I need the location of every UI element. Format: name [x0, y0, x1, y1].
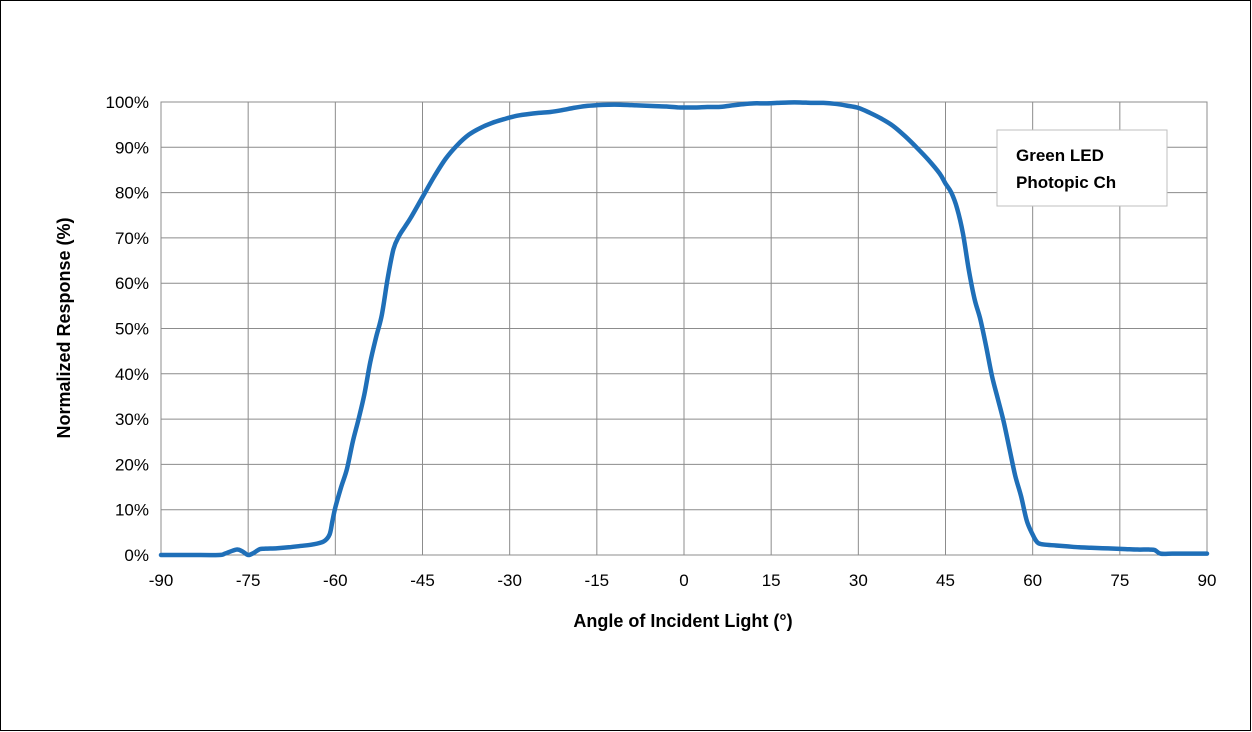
y-tick-label: 20%: [115, 455, 149, 474]
tick-labels: 0% 10% 20% 30% 40% 50% 60% 70% 80% 90% 100% -90 -75 -…: [106, 93, 1217, 590]
y-tick-label: 30%: [115, 410, 149, 429]
axes: [160, 101, 1208, 556]
y-tick-label: 90%: [115, 138, 149, 157]
x-tick-label: 30: [849, 571, 868, 590]
y-tick-label: 50%: [115, 320, 149, 339]
x-tick-label: -90: [149, 571, 174, 590]
x-axis-title: Angle of Incident Light (°): [573, 611, 792, 631]
x-tick-label: 45: [936, 571, 955, 590]
x-tick-label: -45: [410, 571, 435, 590]
series-layer: [158, 100, 1210, 558]
x-tick-label: -60: [323, 571, 348, 590]
legend-line-1: Green LED: [1016, 146, 1104, 165]
x-tick-label: 15: [762, 571, 781, 590]
y-tick-label: 80%: [115, 184, 149, 203]
legend-line-2: Photopic Ch: [1016, 173, 1116, 192]
plot-area-border: [160, 101, 1208, 556]
x-tick-label: 60: [1023, 571, 1042, 590]
legend-box: [996, 129, 1168, 207]
x-tick-label: -75: [236, 571, 261, 590]
y-tick-label: 0%: [124, 546, 149, 565]
y-tick-label: 10%: [115, 501, 149, 520]
y-axis-title: Normalized Response (%): [54, 217, 74, 438]
series-line: [158, 100, 1210, 558]
legend: Green LED Photopic Ch: [996, 129, 1168, 207]
y-tick-label: 60%: [115, 274, 149, 293]
x-tick-label: 75: [1110, 571, 1129, 590]
y-tick-label: 40%: [115, 365, 149, 384]
x-tick-label: -15: [585, 571, 610, 590]
y-tick-label: 70%: [115, 229, 149, 248]
x-tick-label: 0: [679, 571, 688, 590]
x-tick-label: -30: [497, 571, 522, 590]
x-tick-label: 90: [1198, 571, 1217, 590]
y-tick-label: 100%: [106, 93, 149, 112]
